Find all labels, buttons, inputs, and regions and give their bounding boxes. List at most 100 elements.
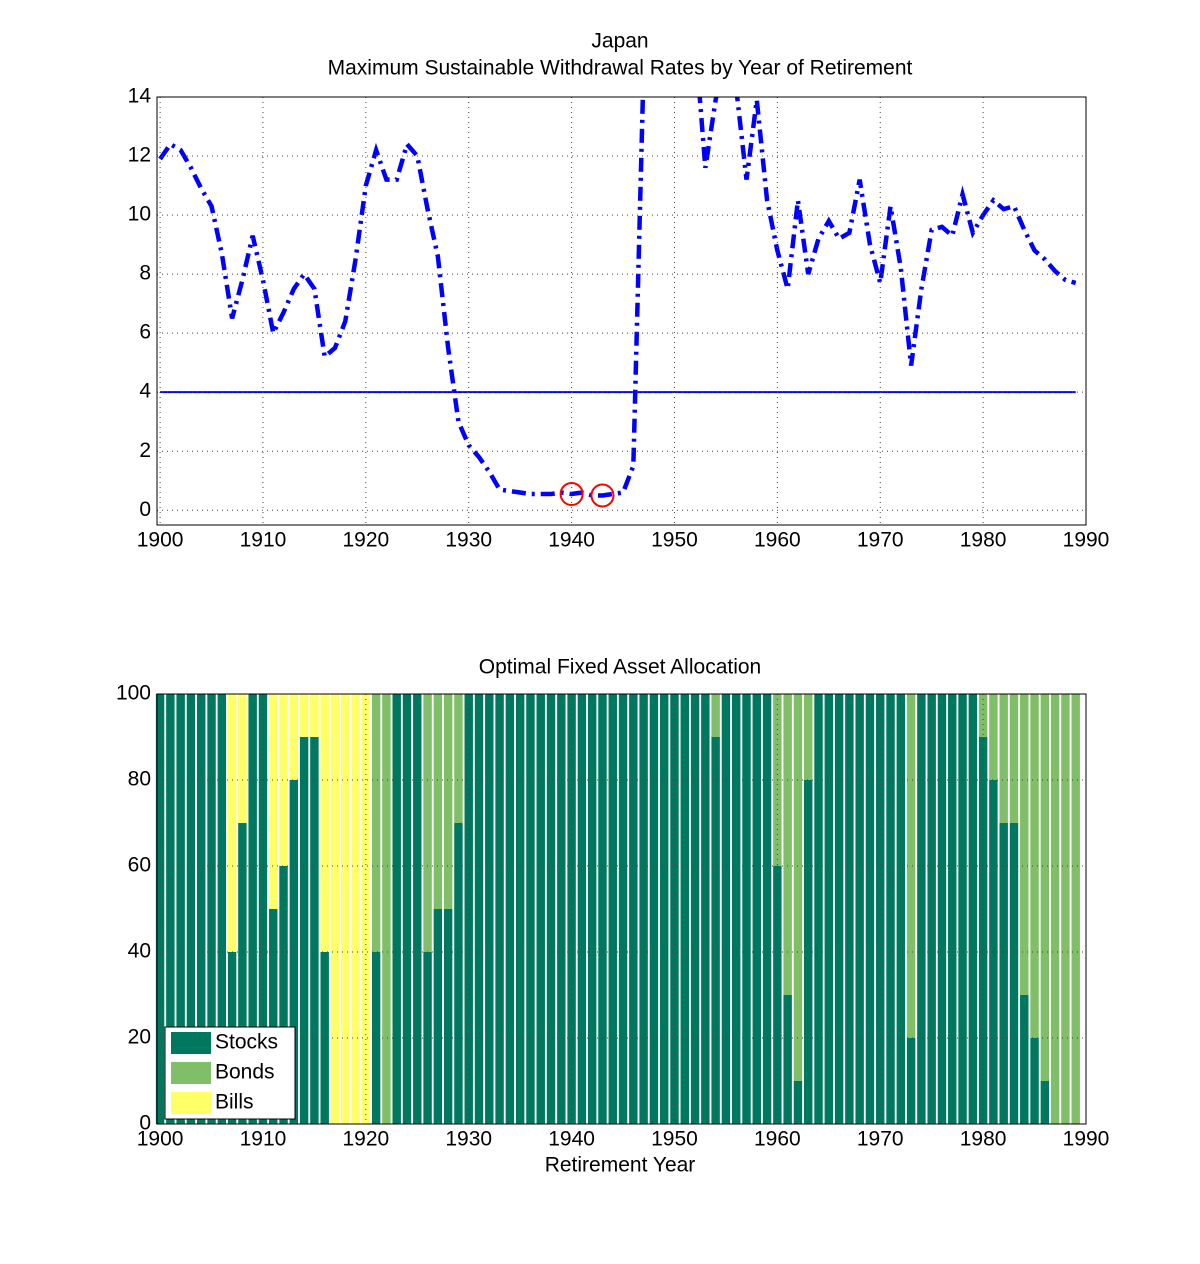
bar-segment: [1040, 694, 1050, 1081]
bar-segment: [269, 694, 278, 909]
bar-segment: [207, 694, 216, 1124]
bar-segment: [1020, 694, 1029, 995]
axes-frame: [156, 693, 1087, 1125]
bar-segment: [382, 694, 391, 1124]
x-tick-label: 1960: [754, 529, 801, 552]
bar-segment: [495, 694, 504, 1124]
legend-swatch: [171, 1092, 211, 1114]
bar-segment: [804, 694, 813, 780]
x-tick-label: 1980: [960, 529, 1007, 552]
y-tick-label: 0: [139, 1112, 151, 1135]
chart-title: Optimal Fixed Asset Allocation: [479, 656, 761, 679]
bar-segment: [927, 694, 936, 1124]
y-tick-label: 0: [139, 498, 151, 521]
chart-title: Japan: [591, 30, 648, 53]
bar-segment: [762, 694, 772, 1124]
bar-segment: [433, 694, 443, 909]
bar-segment: [680, 694, 689, 1124]
y-tick-label: 40: [128, 940, 151, 963]
x-tick-label: 1900: [137, 1128, 184, 1151]
bar-segment: [197, 694, 206, 1124]
bar-segment: [433, 909, 443, 1124]
bar-segment: [989, 694, 998, 780]
bar-segment: [474, 694, 484, 1124]
legend-swatch: [171, 1062, 211, 1084]
legend-label: Stocks: [215, 1031, 278, 1054]
bar-segment: [176, 694, 185, 1124]
bar-segment: [824, 694, 834, 1124]
bar-segment: [320, 694, 329, 952]
data-line: [158, 97, 1077, 498]
bar-segment: [752, 694, 762, 1124]
bar-segment: [814, 694, 823, 1124]
x-tick-label: 1910: [240, 1128, 287, 1151]
bar-segment: [299, 694, 309, 737]
x-tick-label: 1920: [342, 1128, 389, 1151]
bar-segment: [515, 694, 525, 1124]
y-tick-label: 10: [128, 203, 151, 226]
bar-segment: [1071, 694, 1080, 1124]
bar-segment: [1030, 694, 1039, 1038]
bar-segment: [793, 694, 803, 1081]
bar-segment: [279, 866, 288, 1124]
bar-segment: [310, 737, 319, 1124]
bar-segment: [948, 694, 957, 1124]
bar-segment: [423, 694, 432, 952]
legend-label: Bonds: [215, 1061, 275, 1084]
bar-segment: [711, 737, 720, 1124]
bar-segment: [310, 694, 319, 737]
axes-frame: [156, 96, 1087, 526]
x-tick-label: 1930: [445, 1128, 492, 1151]
bar-segment: [721, 694, 731, 1124]
bar-segment: [1020, 995, 1029, 1124]
bar-segment: [227, 694, 237, 952]
bar-segment: [978, 737, 988, 1124]
bar-segment: [958, 694, 967, 1124]
bar-segment: [536, 694, 545, 1124]
bar-segment: [639, 694, 648, 1124]
bar-segment: [443, 694, 453, 909]
bar-segment: [454, 694, 463, 823]
bar-segment: [299, 737, 309, 1124]
y-tick-label: 8: [139, 262, 151, 285]
bar-segment: [834, 694, 844, 1124]
marker: [590, 483, 615, 508]
bar-segment: [1050, 694, 1060, 1124]
bar-segment: [577, 694, 587, 1124]
bar-segment: [711, 694, 720, 737]
bar-segment: [783, 995, 792, 1124]
bar-segment: [526, 694, 535, 1124]
bar-segment: [865, 694, 875, 1124]
y-tick-label: 80: [128, 768, 151, 791]
plot-content: [155, 694, 1080, 1124]
bar-segment: [402, 694, 412, 1124]
bar-segment: [917, 694, 926, 1124]
y-tick-label: 4: [139, 380, 151, 403]
bar-segment: [371, 694, 381, 952]
bar-segment: [269, 909, 278, 1124]
bar-segment: [1009, 694, 1019, 823]
x-tick-label: 1990: [1063, 529, 1110, 552]
legend-label: Bills: [215, 1091, 254, 1114]
bar-segment: [330, 694, 340, 1124]
bar-segment: [546, 694, 556, 1124]
bar-segment: [855, 694, 864, 1124]
bar-segment: [659, 694, 669, 1124]
bar-segment: [845, 694, 854, 1124]
bar-segment: [1040, 1081, 1050, 1124]
bar-segment: [443, 909, 453, 1124]
bar-segment: [629, 694, 638, 1124]
bar-segment: [978, 694, 988, 737]
bar-segment: [608, 694, 617, 1124]
y-tick-label: 6: [139, 321, 151, 344]
bar-segment: [505, 694, 515, 1124]
bar-segment: [793, 1081, 803, 1124]
bar-segment: [783, 694, 792, 995]
bar-segment: [392, 694, 401, 1124]
bar-segment: [598, 694, 607, 1124]
x-tick-label: 1970: [857, 1128, 904, 1151]
x-tick-label: 1980: [960, 1128, 1007, 1151]
x-tick-label: 1970: [857, 529, 904, 552]
